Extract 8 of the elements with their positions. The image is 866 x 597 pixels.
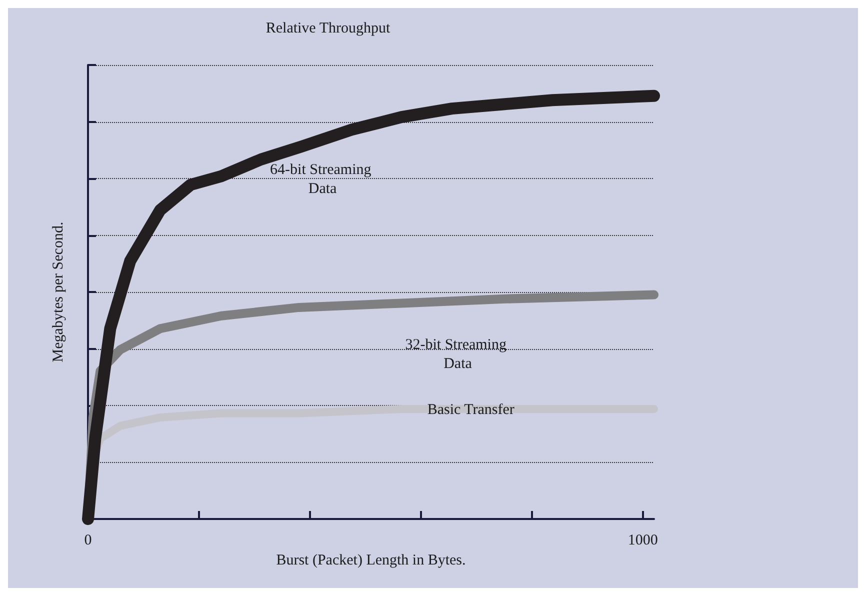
y-axis-title: Megabytes per Second. — [50, 222, 66, 362]
series-label: Basic Transfer — [427, 402, 514, 418]
text: 32-bit Streaming Data — [405, 336, 507, 372]
x-axis-title: Burst (Packet) Length in Bytes. — [276, 552, 466, 568]
x-tick-label: 0 — [84, 532, 92, 548]
chart-title: Relative Throughput — [266, 20, 391, 36]
x-tick-label: 1000 — [628, 532, 658, 548]
series-label: 64-bit Streaming Data — [270, 162, 372, 198]
